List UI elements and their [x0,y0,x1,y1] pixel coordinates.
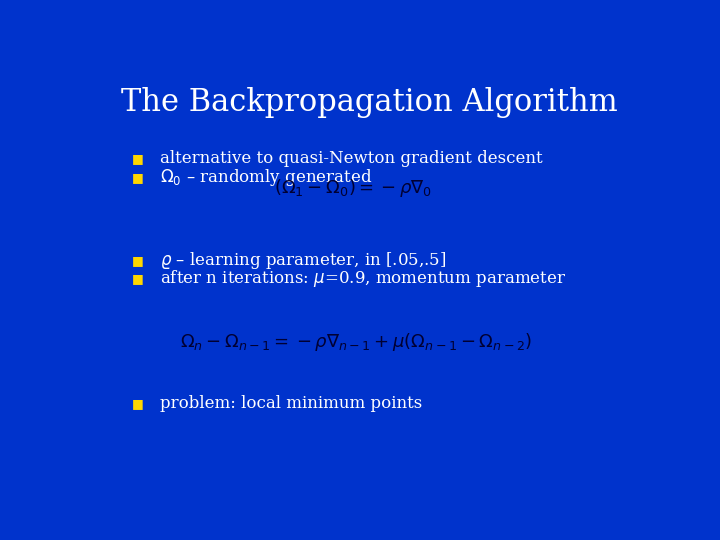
Text: $\varrho$ – learning parameter, in [.05,.5]: $\varrho$ – learning parameter, in [.05,… [160,249,446,271]
Text: $\Omega_0$ – randomly generated: $\Omega_0$ – randomly generated [160,166,372,187]
Text: The Backpropagation Algorithm: The Backpropagation Algorithm [121,87,617,118]
Text: problem: local minimum points: problem: local minimum points [160,395,422,412]
Text: ■: ■ [132,152,143,165]
Text: $( \Omega_1 - \Omega_0 ) = -\rho \nabla_0$: $( \Omega_1 - \Omega_0 ) = -\rho \nabla_… [274,178,432,199]
Text: ■: ■ [132,254,143,267]
Text: ■: ■ [132,273,143,286]
Text: alternative to quasi-Newton gradient descent: alternative to quasi-Newton gradient des… [160,150,542,167]
Text: ■: ■ [132,171,143,184]
Text: ■: ■ [132,397,143,410]
Text: after n iterations: $\mu$=0.9, momentum parameter: after n iterations: $\mu$=0.9, momentum … [160,268,566,289]
Text: $\Omega_n - \Omega_{n-1} = -\rho \nabla_{n-1} + \mu(\Omega_{n-1} - \Omega_{n-2}): $\Omega_n - \Omega_{n-1} = -\rho \nabla_… [180,332,533,353]
